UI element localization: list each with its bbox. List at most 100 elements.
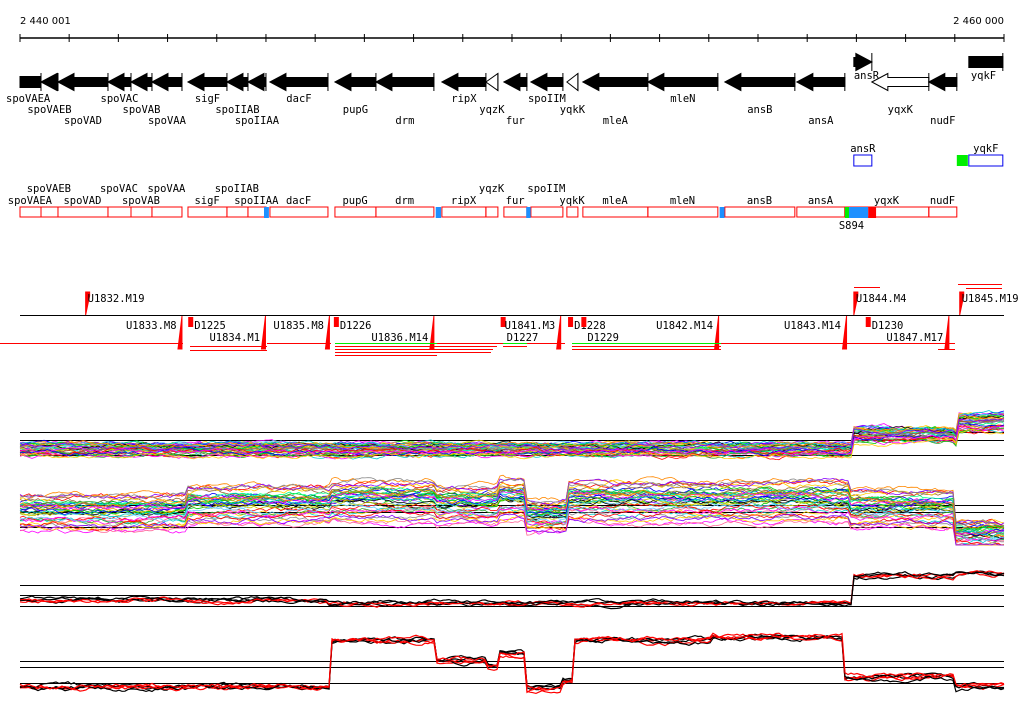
profile-line [19, 634, 1005, 695]
reverse-unit-dacF[interactable]: dacF [269, 195, 329, 218]
reverse-unit-spoVAB[interactable]: spoVAB [122, 195, 160, 218]
upshift-marker[interactable]: U1845.M19 [959, 291, 1019, 316]
gene-spoVAC[interactable]: spoVAC [101, 72, 139, 105]
gene-ansA[interactable]: ansA [795, 72, 846, 127]
upshift-marker[interactable]: U1832.M19 [85, 291, 145, 316]
gene-arrow-icon [646, 72, 719, 92]
gene-label: mleA [603, 115, 629, 127]
downshift-marker[interactable]: D1227 [500, 317, 539, 344]
profile-line [19, 502, 1005, 542]
unit-label: mleN [670, 195, 695, 207]
unit-label: ansR [850, 143, 876, 155]
binding-site [719, 207, 725, 218]
unit-label: spoIIAA [234, 195, 279, 207]
unit-box [247, 206, 267, 218]
reverse-unit-ansA[interactable]: ansA [796, 195, 846, 218]
unit-label: spoVAEA [8, 195, 53, 207]
gene-label: spoIIAA [235, 115, 280, 127]
gene-spoIIM[interactable]: spoIIM [528, 72, 566, 105]
unit-box [40, 206, 59, 218]
shift-label: U1834.M1 [209, 332, 260, 344]
upshift-marker[interactable]: U1841.M3 [505, 315, 562, 350]
upshift-marker[interactable]: U1835.M8 [273, 315, 330, 350]
gene-label: nudF [930, 115, 955, 127]
forward-unit-ansR[interactable]: ansR [850, 143, 876, 167]
unit-box [269, 206, 329, 218]
downshift-marker[interactable]: D1226 [333, 317, 372, 332]
unit-box [968, 154, 1004, 167]
gene-arrow-icon [870, 72, 930, 92]
reverse-unit-ripX[interactable]: ripX [441, 195, 487, 218]
shift-label: D1229 [587, 332, 619, 344]
unit-box [582, 206, 649, 218]
profile-line [19, 477, 1005, 528]
reverse-unit-ansB[interactable]: ansB [724, 195, 796, 218]
downshift-marker[interactable]: D1229 [581, 317, 619, 344]
gene-label: yqzK [479, 104, 505, 116]
reverse-unit-yqkK[interactable]: yqkK [559, 195, 585, 218]
gene-mleN[interactable]: mleN [646, 72, 719, 105]
unit-label: mleA [602, 195, 628, 207]
gene-ansB[interactable]: ansB [723, 72, 796, 116]
gene-spoIIAB[interactable]: spoIIAB [215, 72, 260, 116]
profile-line [19, 634, 1005, 691]
reverse-unit-mleA[interactable]: mleA [582, 195, 649, 218]
upshift-marker[interactable]: U1843.M14 [784, 315, 848, 350]
upshift-marker[interactable]: U1833.M8 [126, 315, 183, 350]
upshift-marker[interactable]: U1842.M14 [656, 315, 720, 350]
unit-label: spoVAEB [27, 183, 71, 195]
unit-label: sigF [194, 195, 219, 207]
gene-yqzK[interactable]: yqzK [479, 72, 505, 116]
reverse-unit-mleN[interactable]: mleN [647, 195, 719, 218]
gene-arrow-icon [529, 72, 564, 92]
coordinate-axis: 2 440 001 2 460 000 [19, 16, 1005, 42]
upshift-marker[interactable]: U1844.M4 [853, 291, 907, 316]
gene-spoVAA[interactable]: spoVAA [148, 72, 187, 127]
gene-yqkK[interactable]: yqkK [560, 72, 586, 116]
gene-spoVAD[interactable]: spoVAD [56, 72, 109, 127]
downshift-marker[interactable]: D1228 [568, 317, 606, 332]
gene-yqxK[interactable]: yqxK [870, 72, 930, 116]
gene-sigF[interactable]: sigF [186, 72, 228, 105]
gene-arrow-icon [374, 72, 435, 92]
gene-pupG[interactable]: pupG [333, 72, 377, 116]
reverse-unit-pupG[interactable]: pupG [334, 195, 377, 218]
gene-arrow-icon [968, 56, 1004, 68]
shift-label: U1833.M8 [126, 320, 177, 332]
reverse-unit-sigF[interactable]: sigF [187, 195, 228, 218]
unit-box [375, 206, 435, 218]
gene-spoVAEA[interactable]: spoVAEA [6, 73, 51, 105]
gene-yqkF[interactable]: yqkF [968, 53, 1004, 82]
reverse-unit-spoVAEA[interactable]: spoVAEA [8, 195, 53, 218]
reverse-unit-drm[interactable]: drm [375, 195, 435, 218]
gene-nudF[interactable]: nudF [927, 72, 958, 127]
gene-ripX[interactable]: ripX [440, 72, 487, 105]
upshift-marker[interactable]: U1836.M14 [371, 315, 435, 350]
reverse-unit-yqzK[interactable]: yqzK [479, 183, 505, 218]
shift-flag-icon [429, 315, 435, 350]
reverse-unit-spoVAA[interactable]: spoVAA [147, 183, 186, 218]
profile-line [20, 507, 1005, 546]
gene-fur[interactable]: fur [502, 72, 528, 127]
downshift-marker[interactable]: D1230 [865, 317, 904, 332]
reverse-unit-spoIIAA[interactable]: spoIIAA [234, 195, 279, 218]
gene-spoIIAA[interactable]: spoIIAA [235, 72, 280, 127]
gene-dacF[interactable]: dacF [268, 72, 329, 105]
unit-label: spoVAD [63, 195, 101, 207]
gene-drm[interactable]: drm [374, 72, 435, 127]
shift-flag-icon [714, 315, 720, 350]
profile-line [19, 632, 1005, 691]
upshift-marker[interactable]: U1834.M1 [209, 315, 266, 350]
shift-flag-icon [177, 315, 183, 350]
gene-mleA[interactable]: mleA [581, 72, 649, 127]
gene-ansR[interactable]: ansR [853, 52, 880, 82]
reverse-unit-spoVAD[interactable]: spoVAD [57, 195, 109, 218]
expression-panel-1 [19, 410, 1005, 461]
forward-unit-yqkF[interactable]: yqkF [968, 143, 1004, 167]
reverse-unit-nudF[interactable]: nudF [928, 195, 958, 218]
reverse-unit-spoIIM[interactable]: spoIIM [527, 183, 565, 218]
downshift-marker[interactable]: D1225 [188, 317, 226, 332]
reverse-unit-fur[interactable]: fur [503, 195, 528, 218]
unit-box [334, 206, 377, 218]
